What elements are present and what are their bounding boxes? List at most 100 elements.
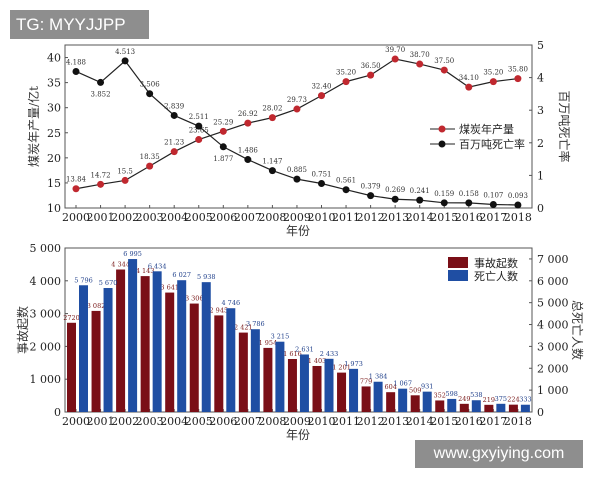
data-label: 0.885 <box>287 166 307 174</box>
bar <box>471 400 481 412</box>
data-label: 5 938 <box>197 273 216 281</box>
data-point <box>97 180 105 188</box>
x-tick-label: 2015 <box>430 211 458 224</box>
y-tick-label: 35 <box>47 77 61 90</box>
data-point <box>293 105 301 113</box>
bar <box>165 292 175 412</box>
data-point <box>170 148 178 156</box>
legend-swatch <box>448 270 468 281</box>
y-tick-label: 30 <box>47 102 61 115</box>
x-tick-label: 2017 <box>479 211 507 224</box>
x-tick-label: 2006 <box>209 211 237 224</box>
x-tick-label: 2011 <box>332 415 360 428</box>
x-tick-label: 2012 <box>357 415 385 428</box>
bar <box>91 310 101 412</box>
data-label: 3.852 <box>91 90 111 98</box>
data-label: 4.188 <box>66 58 86 66</box>
data-point <box>318 92 325 100</box>
data-point <box>146 90 154 98</box>
data-label: 4 746 <box>221 299 240 307</box>
bar <box>508 404 518 412</box>
x-tick-label: 2003 <box>136 415 164 428</box>
x-tick-label: 2014 <box>406 211 434 224</box>
bar <box>250 329 260 412</box>
data-point <box>342 186 350 194</box>
bar <box>410 395 420 412</box>
data-point <box>268 167 276 175</box>
bar <box>67 322 76 412</box>
data-label: 0.158 <box>459 190 479 198</box>
data-point <box>195 136 203 144</box>
data-label: 21.23 <box>164 139 184 147</box>
y2-tick-label: 2 000 <box>537 362 569 375</box>
data-label: 509 <box>409 386 421 394</box>
x-tick-label: 2015 <box>430 415 458 428</box>
y2-tick-label: 0 <box>537 406 544 419</box>
data-label: 14.72 <box>91 171 111 179</box>
y-tick-label: 15 <box>47 177 61 190</box>
bar <box>263 347 273 412</box>
bar <box>361 386 371 412</box>
x-tick-label: 2002 <box>111 211 139 224</box>
x-tick-label: 2007 <box>234 415 262 428</box>
x-tick-label: 2000 <box>62 211 90 224</box>
data-label: 15.5 <box>117 167 133 175</box>
data-label: 29.73 <box>287 96 307 104</box>
data-label: 1.486 <box>238 147 259 155</box>
plot-frame <box>64 247 533 413</box>
data-point <box>219 127 227 135</box>
y-tick-label: 0 <box>54 406 61 419</box>
x-tick-label: 2014 <box>406 415 434 428</box>
bar <box>496 403 506 412</box>
data-label: 2.511 <box>189 113 209 121</box>
x-tick-label: 2013 <box>381 415 409 428</box>
legend-label: 事故起数 <box>474 256 518 270</box>
data-label: 1 954 <box>259 339 278 347</box>
data-label: 0.159 <box>434 190 454 198</box>
y2-tick-label: 6 000 <box>537 275 569 288</box>
y-axis-label: 事故起数 <box>15 306 30 354</box>
data-point <box>72 67 80 75</box>
data-label: 249 <box>458 395 470 403</box>
data-point <box>367 192 375 200</box>
data-label: 35.20 <box>483 69 503 77</box>
data-point <box>121 57 129 65</box>
data-label: 34.10 <box>459 74 479 82</box>
bar <box>152 271 162 412</box>
data-label: 219 <box>483 396 495 404</box>
data-label: 604 <box>384 383 396 391</box>
data-label: 6 434 <box>148 262 167 270</box>
data-label: 28.02 <box>262 105 282 113</box>
data-label: 1 403 <box>308 357 327 365</box>
data-label: 0.093 <box>508 192 528 200</box>
bar <box>287 358 297 412</box>
data-label: 3 306 <box>185 295 204 303</box>
data-point <box>514 75 522 83</box>
data-point <box>391 55 399 63</box>
data-label: 1.877 <box>213 155 233 163</box>
data-point <box>170 111 178 119</box>
data-label: 5 796 <box>74 276 93 284</box>
legend-label: 百万吨死亡率 <box>459 137 525 151</box>
bar <box>386 392 396 412</box>
data-label: 4.513 <box>115 48 135 56</box>
data-point <box>268 114 276 122</box>
plot-frame <box>64 44 533 209</box>
data-label: 38.70 <box>410 51 430 59</box>
x-tick-label: 2013 <box>381 211 409 224</box>
x-tick-label: 2018 <box>504 415 532 428</box>
data-point <box>244 156 252 164</box>
y-tick-label: 1 000 <box>30 373 62 386</box>
y-tick-label: 4 000 <box>30 275 62 288</box>
bar <box>520 404 530 412</box>
x-tick-label: 2011 <box>332 211 360 224</box>
data-label: 35.80 <box>508 66 528 74</box>
data-label: 375 <box>495 395 507 403</box>
y-tick-label: 25 <box>47 127 61 140</box>
bar <box>435 400 445 412</box>
data-label: 6 027 <box>172 271 191 279</box>
data-label: 0.751 <box>311 171 331 179</box>
data-label: 3 215 <box>271 333 290 341</box>
y2-axis-label: 百万吨死亡率 <box>557 90 572 162</box>
